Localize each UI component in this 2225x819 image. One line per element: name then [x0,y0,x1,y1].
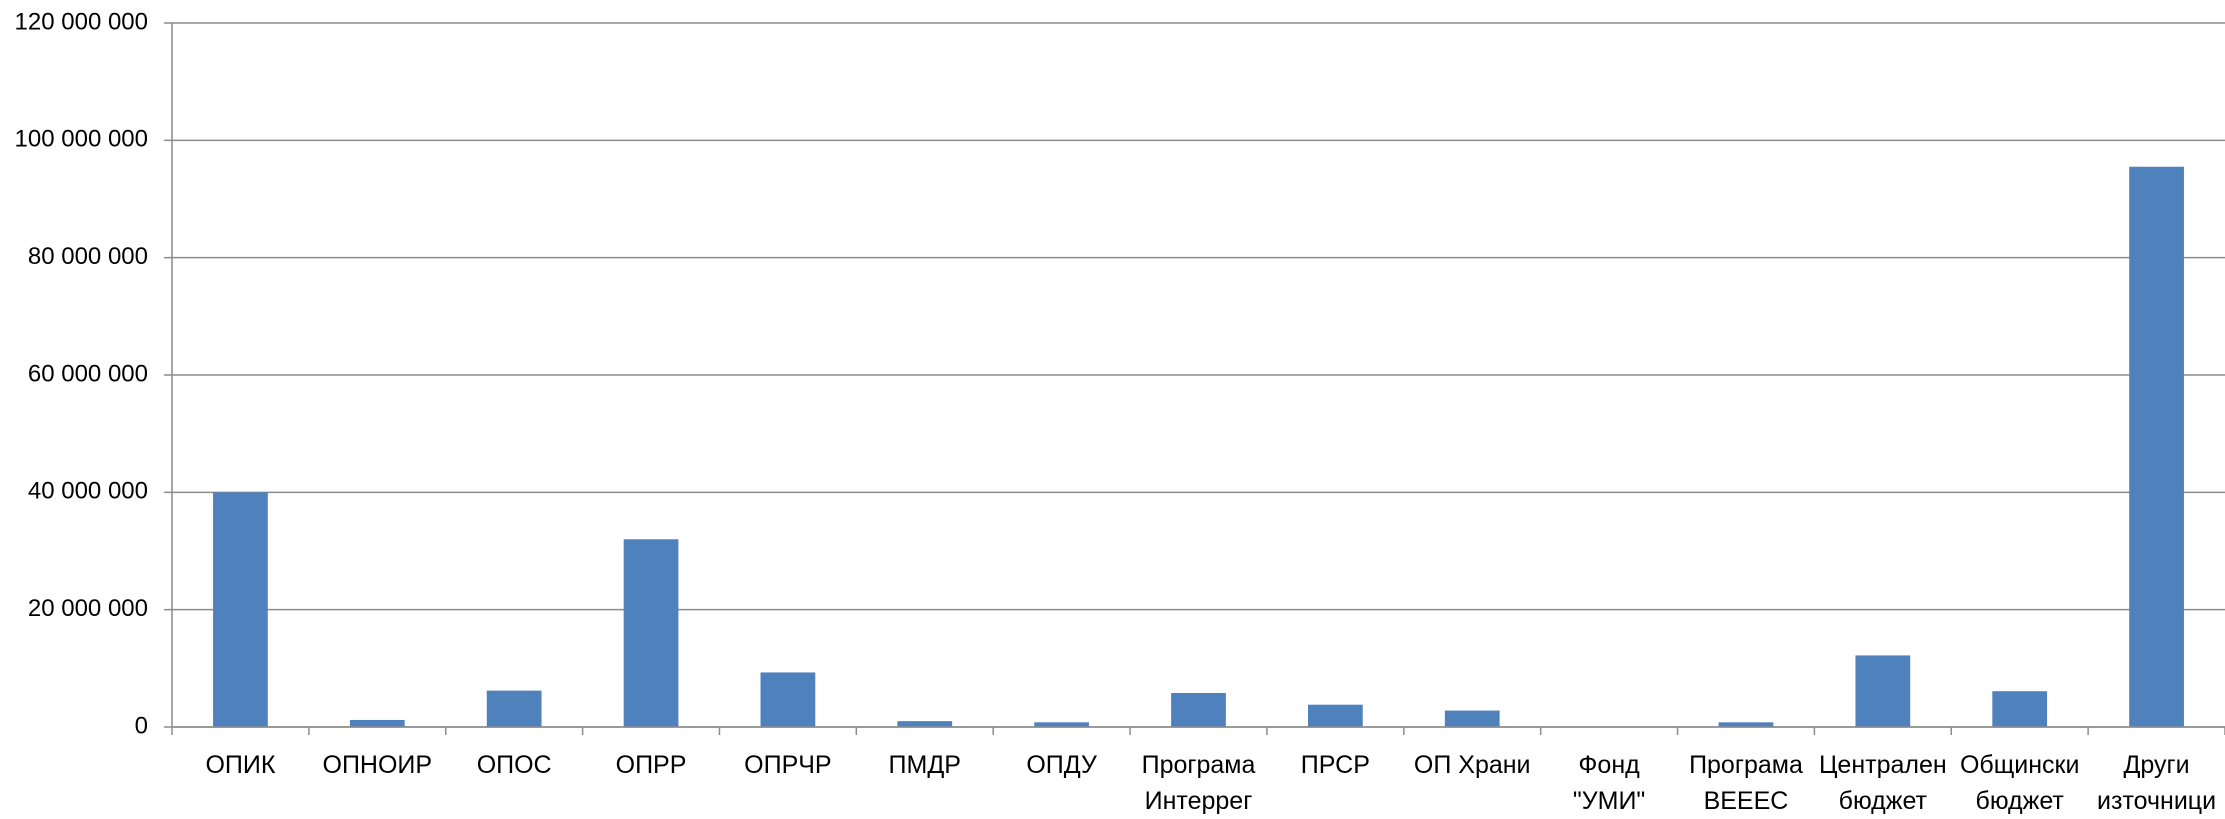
bar [1444,710,1500,727]
bar [1171,692,1226,727]
x-tick-label: ОПРЧР [744,751,832,779]
x-tick-label: ПРСР [1300,751,1370,779]
x-tick-label: ОПДУ [1026,751,1097,779]
bar [349,719,405,727]
x-tick-label: Програма ВЕЕЕС [1689,751,1803,815]
bar [2129,166,2184,727]
bar [1992,691,2048,727]
y-tick-label: 20 000 000 [28,595,148,622]
bar [623,539,679,727]
x-tick-label: ПМДР [888,751,961,779]
x-tick-label: ОПНОИР [322,751,433,779]
y-tick-label: 120 000 000 [15,8,148,35]
bar [1307,704,1363,727]
x-tick-label: Централен бюджет [1818,751,1947,815]
x-tick-label: ОПИК [205,751,276,779]
x-tick-label: ОПРР [615,751,687,779]
x-tick-label: Други източници [2097,751,2217,815]
y-tick-label: 80 000 000 [28,243,148,270]
x-tick-label: Фонд "УМИ" [1572,751,1646,815]
x-tick-label: Общински бюджет [1959,751,2080,815]
y-tick-label: 100 000 000 [15,126,148,153]
x-tick-label: ОПОС [476,751,552,779]
bar [897,721,953,727]
bar [760,672,816,727]
x-tick-label: ОП Храни [1413,751,1531,779]
bar [1855,655,1911,727]
bar [1034,722,1090,727]
bar [486,690,542,727]
x-tick-label: Програма Интеррег [1141,751,1256,815]
y-tick-label: 0 [135,712,148,739]
bar [1718,722,1774,727]
bar [213,492,268,727]
y-tick-label: 60 000 000 [28,360,148,387]
y-tick-label: 40 000 000 [28,478,148,505]
